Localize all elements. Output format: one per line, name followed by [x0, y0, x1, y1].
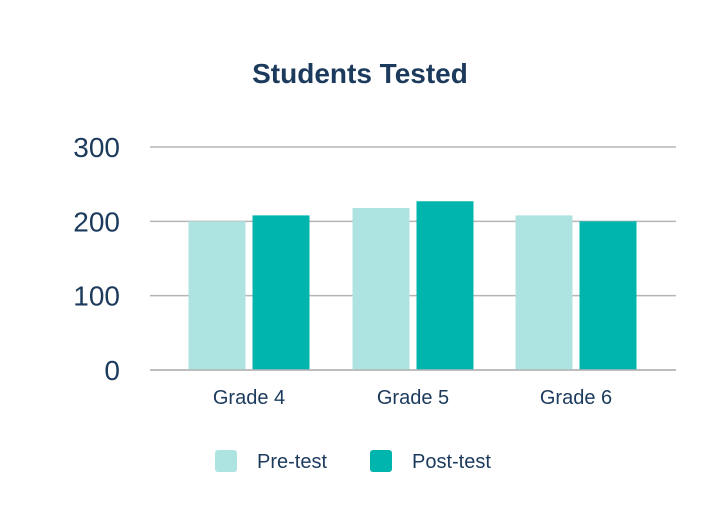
chart-title: Students Tested [252, 58, 468, 89]
bar-grade-6-post-test [579, 221, 637, 370]
x-tick-label: Grade 6 [540, 387, 612, 409]
bar-grade-6-pre-test [515, 215, 573, 370]
legend-label-post-test: Post-test [412, 451, 491, 473]
legend-swatch-post-test [370, 450, 392, 472]
bar-grade-4-pre-test [188, 221, 246, 370]
x-tick-label: Grade 5 [377, 387, 449, 409]
x-axis-ticks: Grade 4 Grade 5 Grade 6 [213, 387, 612, 409]
bar-grade-5-pre-test [352, 207, 410, 370]
x-tick-label: Grade 4 [213, 387, 285, 409]
y-tick-label: 300 [73, 132, 120, 163]
bars [150, 201, 676, 371]
y-tick-label: 0 [104, 355, 120, 386]
legend-swatch-pre-test [215, 450, 237, 472]
bar-grade-5-post-test [416, 201, 474, 370]
bar-grade-4-post-test [252, 215, 310, 370]
y-tick-label: 200 [73, 206, 120, 237]
legend: Pre-test Post-test [215, 450, 491, 473]
y-axis-ticks: 0 100 200 300 [73, 132, 120, 386]
y-tick-label: 100 [73, 281, 120, 312]
legend-label-pre-test: Pre-test [257, 451, 327, 473]
